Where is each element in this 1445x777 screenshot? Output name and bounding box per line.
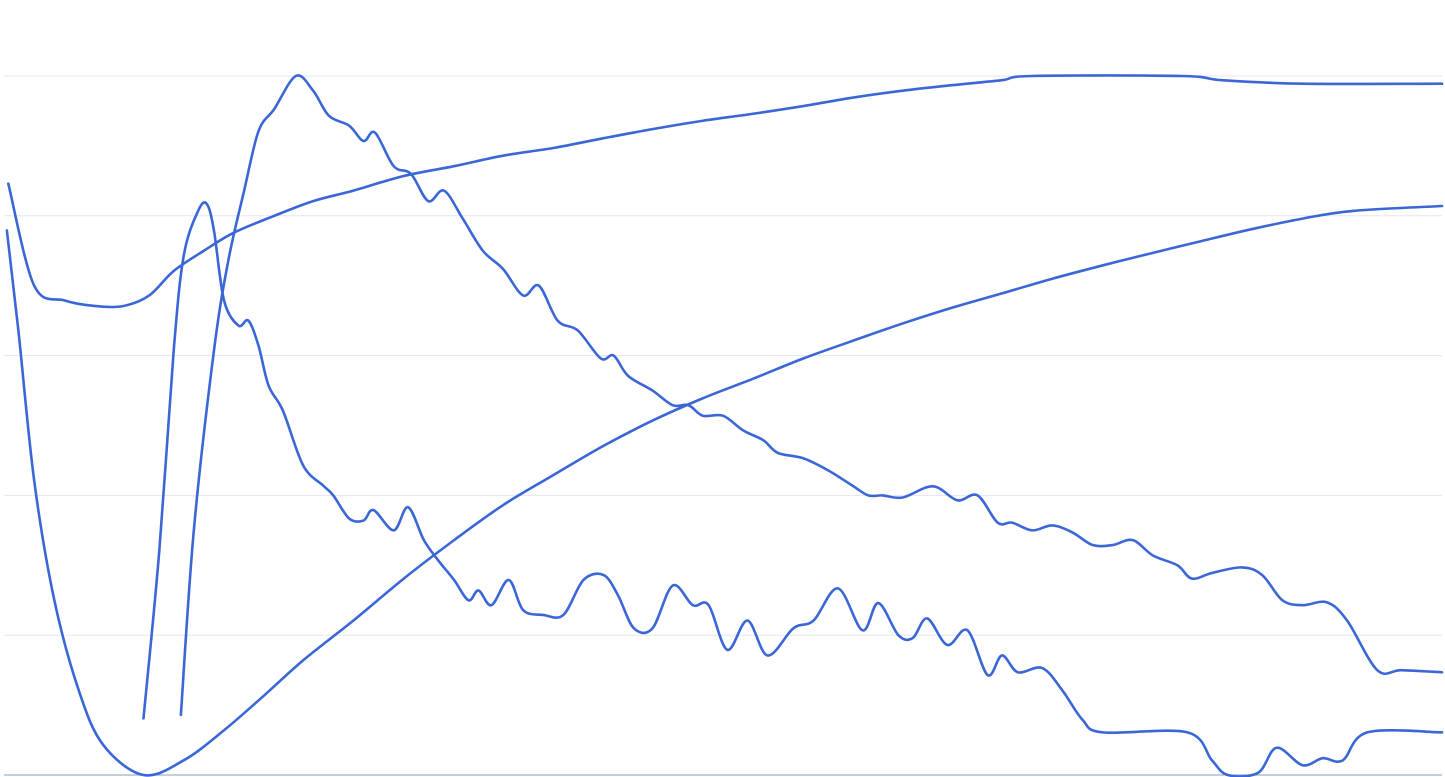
series-line-4	[179, 74, 1444, 717]
series-line-2	[5, 204, 1444, 777]
gridlines	[4, 75, 1442, 776]
series-lines	[5, 74, 1444, 777]
series-line-3	[142, 201, 1444, 777]
series-line-1	[7, 74, 1444, 309]
